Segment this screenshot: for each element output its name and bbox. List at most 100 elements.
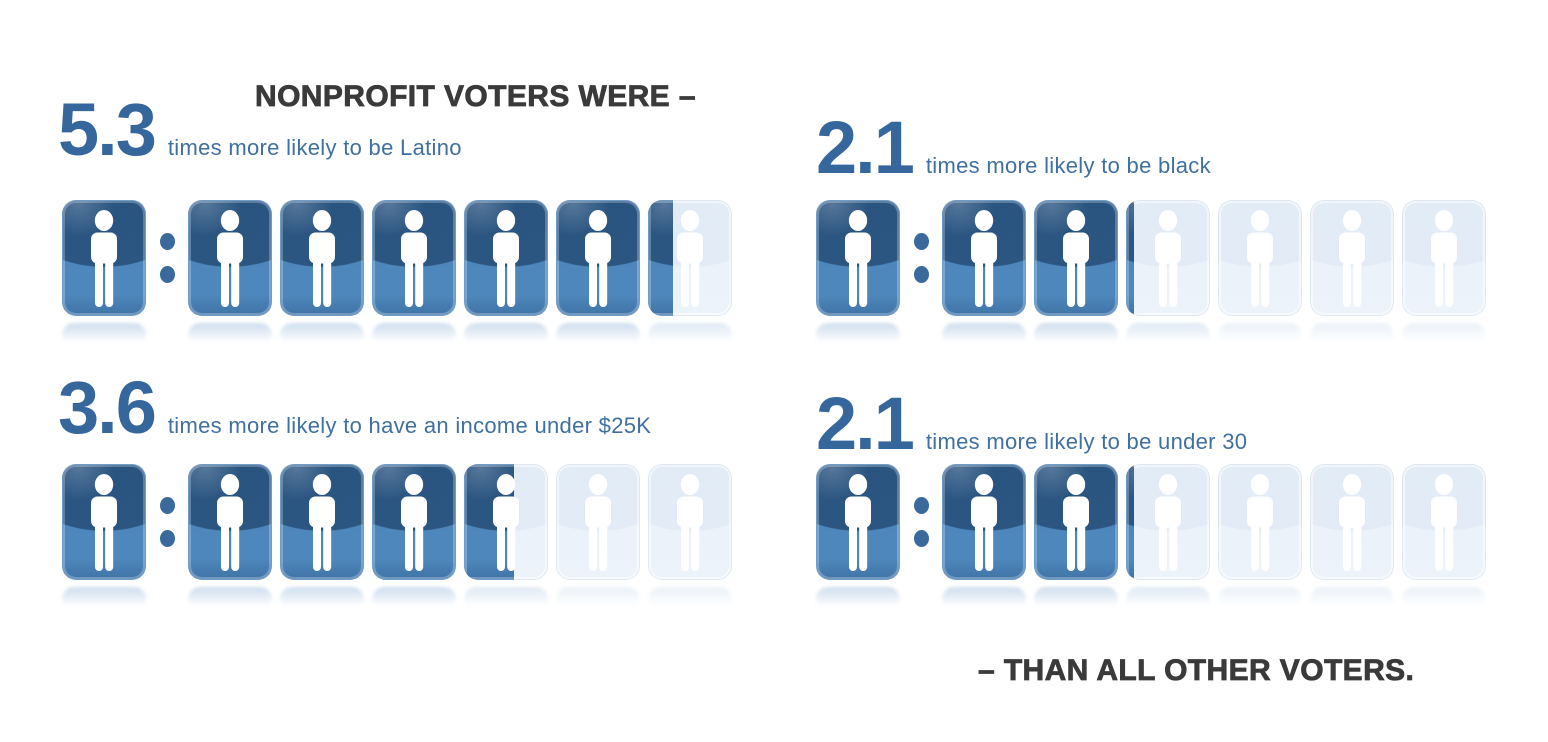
- person-tile-blue: [62, 464, 146, 611]
- person-icon: [845, 474, 871, 571]
- person-tile-blue: [942, 200, 1026, 347]
- tile-reflection: [62, 323, 146, 347]
- person-tile-ghost: [1218, 464, 1302, 611]
- person-tile-ghost: [556, 464, 640, 611]
- person-icon: [1155, 210, 1181, 307]
- person-tile-blue: [1034, 200, 1118, 347]
- stat-latino-label: times more likely to be Latino: [167, 135, 462, 160]
- tile-reflection: [1034, 587, 1118, 611]
- person-tile-blue: [188, 464, 272, 611]
- person-icon: [1063, 474, 1089, 571]
- stat-latino-value: 5.3: [58, 88, 157, 171]
- stat-black-pictograph: [816, 200, 1486, 347]
- person-tile-blue: [372, 464, 456, 611]
- person-tile-partial: [1126, 200, 1210, 347]
- stat-under30-value: 2.1: [816, 382, 915, 465]
- person-tile-blue: [280, 200, 364, 347]
- tile-reflection: [464, 587, 548, 611]
- person-icon: [1431, 210, 1457, 307]
- person-tile-ghost: [1310, 464, 1394, 611]
- tile-reflection: [816, 587, 900, 611]
- tile-reflection: [556, 323, 640, 347]
- person-icon: [677, 474, 703, 571]
- tile-reflection: [942, 323, 1026, 347]
- person-tile-partial: [464, 464, 548, 611]
- tile-reflection: [1218, 587, 1302, 611]
- stat-income-value: 3.6: [58, 366, 157, 449]
- person-tile-blue: [816, 464, 900, 611]
- tile-reflection: [1126, 587, 1210, 611]
- footer-caption: – THAN ALL OTHER VOTERS.: [978, 654, 1415, 688]
- stat-latino-pictograph: [62, 200, 732, 347]
- stat-under30-label: times more likely to be under 30: [925, 429, 1248, 454]
- stat-latino-heading: 5.3 times more likely to be Latino: [58, 93, 462, 167]
- person-tile-blue: [816, 200, 900, 347]
- ratio-colon: [154, 464, 180, 580]
- person-tile-partial: [648, 200, 732, 347]
- person-tile-ghost: [1310, 200, 1394, 347]
- stat-black-label: times more likely to be black: [925, 153, 1211, 178]
- tile-reflection: [1126, 323, 1210, 347]
- person-icon: [971, 210, 997, 307]
- person-tile-blue: [942, 464, 1026, 611]
- tile-reflection: [816, 323, 900, 347]
- stat-income-heading: 3.6 times more likely to have an income …: [58, 371, 651, 445]
- person-tile-ghost: [1402, 200, 1486, 347]
- person-tile-ghost: [648, 464, 732, 611]
- tile-reflection: [1218, 323, 1302, 347]
- person-icon: [309, 210, 335, 307]
- tile-reflection: [942, 587, 1026, 611]
- tile-reflection: [280, 323, 364, 347]
- person-icon: [91, 474, 117, 571]
- stat-under30-pictograph: [816, 464, 1486, 611]
- person-icon: [401, 474, 427, 571]
- person-icon: [493, 210, 519, 307]
- tile-reflection: [1310, 323, 1394, 347]
- tile-reflection: [1310, 587, 1394, 611]
- person-icon: [1339, 474, 1365, 571]
- person-icon: [677, 210, 703, 307]
- tile-reflection: [1034, 323, 1118, 347]
- tile-reflection: [280, 587, 364, 611]
- tile-reflection: [372, 587, 456, 611]
- person-icon: [401, 210, 427, 307]
- person-icon: [1339, 210, 1365, 307]
- person-icon: [1063, 210, 1089, 307]
- tile-reflection: [556, 587, 640, 611]
- person-tile-partial: [1126, 464, 1210, 611]
- person-icon: [1247, 210, 1273, 307]
- person-icon: [971, 474, 997, 571]
- stat-black-value: 2.1: [816, 106, 915, 189]
- person-icon: [1247, 474, 1273, 571]
- person-icon: [585, 210, 611, 307]
- ratio-colon: [908, 200, 934, 316]
- person-icon: [585, 474, 611, 571]
- page-title: NONPROFIT VOTERS WERE –: [255, 80, 696, 114]
- stat-income-label: times more likely to have an income unde…: [167, 413, 652, 438]
- person-tile-ghost: [1402, 464, 1486, 611]
- stat-under30-heading: 2.1 times more likely to be under 30: [816, 387, 1247, 461]
- stat-black-heading: 2.1 times more likely to be black: [816, 111, 1211, 185]
- tile-reflection: [1402, 323, 1486, 347]
- tile-reflection: [648, 323, 732, 347]
- ratio-colon: [154, 200, 180, 316]
- ratio-colon: [908, 464, 934, 580]
- person-tile-ghost: [1218, 200, 1302, 347]
- person-icon: [217, 474, 243, 571]
- person-tile-blue: [280, 464, 364, 611]
- tile-reflection: [62, 587, 146, 611]
- person-tile-blue: [62, 200, 146, 347]
- tile-reflection: [372, 323, 456, 347]
- tile-reflection: [1402, 587, 1486, 611]
- tile-reflection: [188, 587, 272, 611]
- tile-reflection: [464, 323, 548, 347]
- person-icon: [1155, 474, 1181, 571]
- person-icon: [493, 474, 519, 571]
- person-tile-blue: [188, 200, 272, 347]
- person-tile-blue: [1034, 464, 1118, 611]
- tile-reflection: [648, 587, 732, 611]
- person-icon: [845, 210, 871, 307]
- person-icon: [217, 210, 243, 307]
- person-icon: [91, 210, 117, 307]
- person-tile-blue: [464, 200, 548, 347]
